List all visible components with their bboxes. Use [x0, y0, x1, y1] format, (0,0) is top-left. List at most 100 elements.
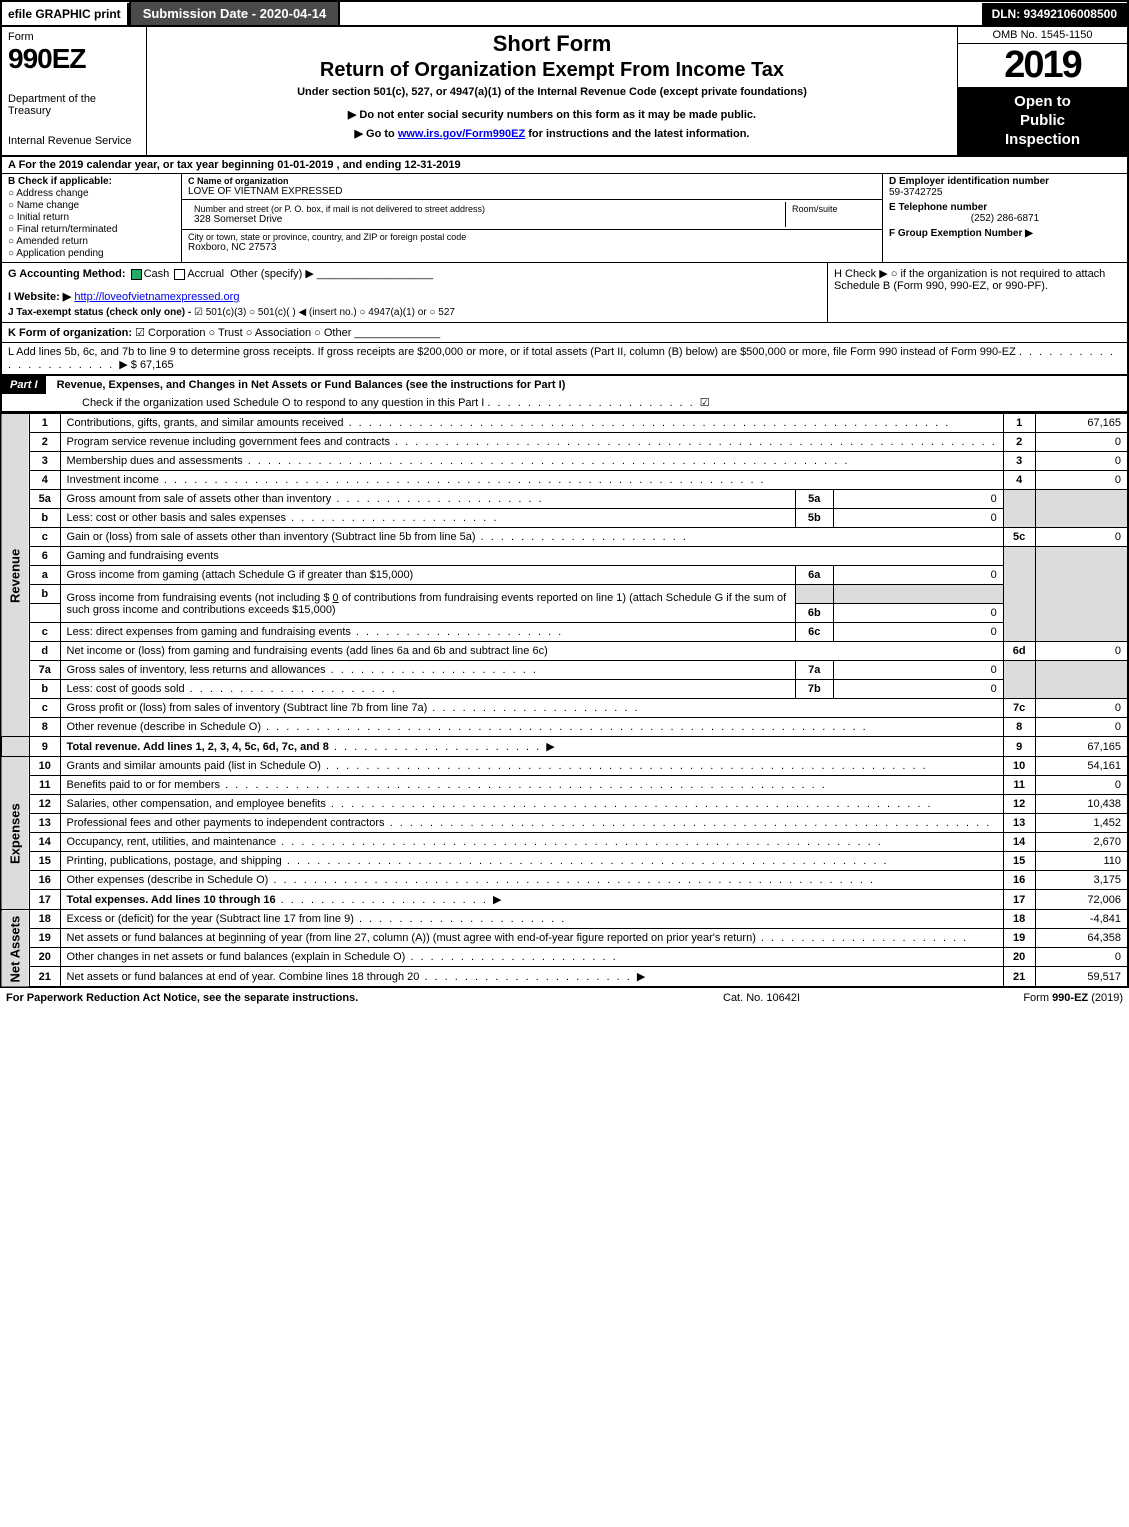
section-expenses: Expenses [1, 757, 30, 910]
col-c: C Name of organization LOVE OF VIETNAM E… [182, 174, 882, 262]
l5a-value: 0 [833, 490, 1003, 509]
l7a-value: 0 [833, 661, 1003, 680]
l19-value: 64,358 [1035, 929, 1128, 948]
l12-text: Salaries, other compensation, and employ… [67, 798, 326, 810]
l6a-value: 0 [833, 566, 1003, 585]
l3-text: Membership dues and assessments [67, 455, 243, 467]
irs-link[interactable]: www.irs.gov/Form990EZ [398, 128, 525, 140]
b-opt-pending[interactable]: Application pending [8, 248, 175, 259]
lines-table: Revenue 1 Contributions, gifts, grants, … [0, 413, 1129, 988]
d-label: D Employer identification number [889, 176, 1121, 187]
header-left: Form 990EZ Department of the Treasury In… [2, 27, 147, 155]
form-number: 990EZ [8, 43, 140, 75]
l11-text: Benefits paid to or for members [67, 779, 220, 791]
open-public-inspection: Open to Public Inspection [958, 87, 1127, 155]
org-address: 328 Somerset Drive [194, 214, 779, 225]
l20-text: Other changes in net assets or fund bala… [67, 951, 406, 963]
k-label: K Form of organization: [8, 327, 132, 339]
footer-left: For Paperwork Reduction Act Notice, see … [6, 992, 723, 1004]
l15-text: Printing, publications, postage, and shi… [67, 855, 282, 867]
subtitle-3: ▶ Go to www.irs.gov/Form990EZ for instru… [155, 127, 949, 140]
l10-text: Grants and similar amounts paid (list in… [67, 760, 321, 772]
top-bar: efile GRAPHIC print Submission Date - 20… [0, 0, 1129, 25]
l6c-text: Less: direct expenses from gaming and fu… [67, 626, 351, 638]
j-label: J Tax-exempt status (check only one) - [8, 307, 191, 318]
l16-value: 3,175 [1035, 871, 1128, 890]
l2-value: 0 [1035, 433, 1128, 452]
k-options[interactable]: ☑ Corporation ○ Trust ○ Association ○ Ot… [135, 327, 351, 339]
c-name: C Name of organization LOVE OF VIETNAM E… [182, 174, 882, 200]
l21-value: 59,517 [1035, 967, 1128, 988]
form-word: Form [8, 31, 140, 43]
form-header: Form 990EZ Department of the Treasury In… [0, 25, 1129, 157]
h-schedule-b[interactable]: H Check ▶ ○ if the organization is not r… [827, 263, 1127, 322]
col-def: D Employer identification number 59-3742… [882, 174, 1127, 262]
g-cash-checkbox[interactable] [131, 269, 142, 280]
l15-value: 110 [1035, 852, 1128, 871]
l19-text: Net assets or fund balances at beginning… [67, 932, 756, 944]
b-opt-amended[interactable]: Amended return [8, 236, 175, 247]
row-l: L Add lines 5b, 6c, and 7b to line 9 to … [0, 343, 1129, 375]
l1-text: Contributions, gifts, grants, and simila… [67, 417, 344, 429]
l8-text: Other revenue (describe in Schedule O) [67, 721, 261, 733]
l-text: L Add lines 5b, 6c, and 7b to line 9 to … [8, 346, 1016, 358]
room-suite-label: Room/suite [786, 202, 876, 227]
entity-block: B Check if applicable: Address change Na… [0, 174, 1129, 263]
b-opt-address[interactable]: Address change [8, 188, 175, 199]
l18-text: Excess or (deficit) for the year (Subtra… [67, 913, 354, 925]
l9-text: Total revenue. Add lines 1, 2, 3, 4, 5c,… [67, 741, 329, 753]
l5c-value: 0 [1035, 528, 1128, 547]
l6-text: Gaming and fundraising events [67, 550, 219, 562]
l2-text: Program service revenue including govern… [67, 436, 390, 448]
part1-checkbox[interactable]: ☑ [700, 397, 710, 409]
page-footer: For Paperwork Reduction Act Notice, see … [0, 988, 1129, 1008]
dln-label: DLN: 93492106008500 [982, 3, 1127, 25]
l21-text: Net assets or fund balances at end of ye… [67, 971, 420, 983]
header-mid: Short Form Return of Organization Exempt… [147, 27, 957, 155]
l3-value: 0 [1035, 452, 1128, 471]
efile-label[interactable]: efile GRAPHIC print [2, 3, 129, 25]
l4-text: Investment income [67, 474, 159, 486]
l5c-text: Gain or (loss) from sale of assets other… [67, 531, 476, 543]
f-label: F Group Exemption Number ▶ [889, 228, 1121, 239]
col-b: B Check if applicable: Address change Na… [2, 174, 182, 262]
org-city: Roxboro, NC 27573 [188, 242, 876, 253]
b-opt-final[interactable]: Final return/terminated [8, 224, 175, 235]
l10-value: 54,161 [1035, 757, 1128, 776]
subtitle-1: Under section 501(c), 527, or 4947(a)(1)… [155, 86, 949, 98]
l14-text: Occupancy, rent, utilities, and maintena… [67, 836, 277, 848]
l12-value: 10,438 [1035, 795, 1128, 814]
l6d-text: Net income or (loss) from gaming and fun… [67, 645, 548, 657]
part1-header: Part I Revenue, Expenses, and Changes in… [0, 375, 1129, 413]
row-gh: G Accounting Method: Cash Accrual Other … [0, 263, 1129, 323]
website-link[interactable]: http://loveofvietnamexpressed.org [74, 291, 239, 303]
l7b-text: Less: cost of goods sold [67, 683, 185, 695]
l17-text: Total expenses. Add lines 10 through 16 [67, 894, 276, 906]
short-form-label: Short Form [155, 31, 949, 57]
part1-bar: Part I [2, 376, 46, 394]
l16-text: Other expenses (describe in Schedule O) [67, 874, 269, 886]
part1-title: Revenue, Expenses, and Changes in Net As… [57, 379, 566, 391]
ein-value: 59-3742725 [889, 187, 1121, 198]
footer-catno: Cat. No. 10642I [723, 992, 923, 1004]
g-accrual-checkbox[interactable] [174, 269, 185, 280]
submission-date: Submission Date - 2020-04-14 [129, 2, 341, 25]
c-city: City or town, state or province, country… [182, 230, 882, 255]
l6d-value: 0 [1035, 642, 1128, 661]
subtitle-2: ▶ Do not enter social security numbers o… [155, 108, 949, 121]
l5a-text: Gross amount from sale of assets other t… [67, 493, 332, 505]
b-opt-initial[interactable]: Initial return [8, 212, 175, 223]
row-k: K Form of organization: ☑ Corporation ○ … [0, 323, 1129, 343]
l6b-value: 0 [833, 604, 1003, 623]
l14-value: 2,670 [1035, 833, 1128, 852]
l6a-text: Gross income from gaming (attach Schedul… [67, 569, 414, 581]
l18-value: -4,841 [1035, 910, 1128, 929]
footer-right: Form 990-EZ (2019) [923, 992, 1123, 1004]
l7b-value: 0 [833, 680, 1003, 699]
l20-value: 0 [1035, 948, 1128, 967]
phone-value: (252) 286-6871 [889, 213, 1121, 224]
j-options[interactable]: ☑ 501(c)(3) ○ 501(c)( ) ◀ (insert no.) ○… [194, 307, 455, 318]
l-amount: ▶ $ 67,165 [119, 359, 173, 371]
b-opt-name[interactable]: Name change [8, 200, 175, 211]
l6b-text: Gross income from fundraising events (no… [60, 585, 795, 623]
